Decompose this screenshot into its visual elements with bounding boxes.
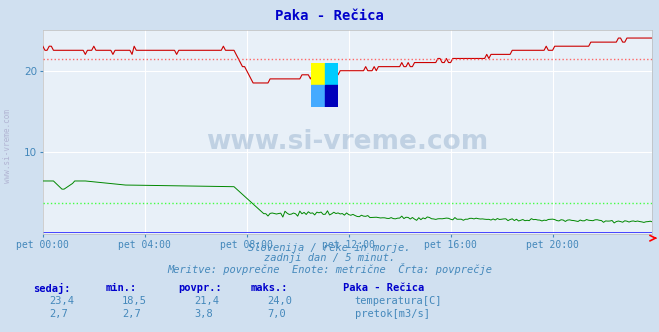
Text: 2,7: 2,7 xyxy=(122,309,140,319)
Text: www.si-vreme.com: www.si-vreme.com xyxy=(206,129,489,155)
Text: 21,4: 21,4 xyxy=(194,296,219,306)
Text: maks.:: maks.: xyxy=(250,283,288,293)
Text: pretok[m3/s]: pretok[m3/s] xyxy=(355,309,430,319)
Text: Slovenija / reke in morje.: Slovenija / reke in morje. xyxy=(248,243,411,253)
Text: Meritve: povprečne  Enote: metrične  Črta: povprečje: Meritve: povprečne Enote: metrične Črta:… xyxy=(167,263,492,275)
Text: Paka - Rečica: Paka - Rečica xyxy=(343,283,424,293)
Text: temperatura[C]: temperatura[C] xyxy=(355,296,442,306)
Text: 7,0: 7,0 xyxy=(267,309,285,319)
Text: 18,5: 18,5 xyxy=(122,296,147,306)
Text: sedaj:: sedaj: xyxy=(33,283,71,294)
Text: www.si-vreme.com: www.si-vreme.com xyxy=(3,109,13,183)
Text: povpr.:: povpr.: xyxy=(178,283,221,293)
Text: 3,8: 3,8 xyxy=(194,309,213,319)
Text: min.:: min.: xyxy=(105,283,136,293)
Text: 24,0: 24,0 xyxy=(267,296,292,306)
Text: Paka - Rečica: Paka - Rečica xyxy=(275,9,384,23)
Text: zadnji dan / 5 minut.: zadnji dan / 5 minut. xyxy=(264,253,395,263)
Text: 23,4: 23,4 xyxy=(49,296,74,306)
Text: 2,7: 2,7 xyxy=(49,309,68,319)
